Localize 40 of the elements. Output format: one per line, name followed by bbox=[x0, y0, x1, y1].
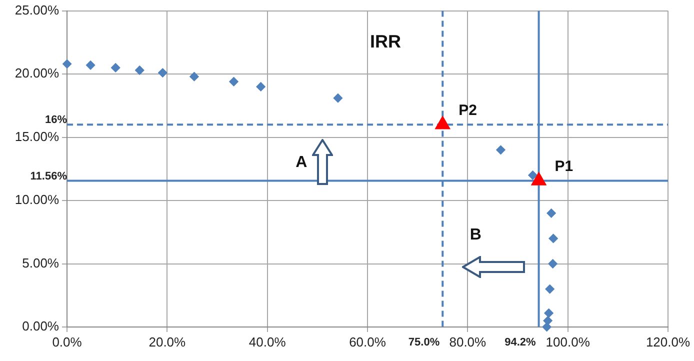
x-tick-label: 60.0% bbox=[349, 334, 386, 350]
point bbox=[528, 170, 538, 180]
point bbox=[135, 66, 144, 75]
annotation: P2 bbox=[458, 102, 477, 119]
point bbox=[86, 60, 96, 70]
point bbox=[542, 322, 552, 332]
ref-line-label: 94.2% bbox=[504, 336, 536, 349]
x-tick-label: 40.0% bbox=[248, 334, 286, 350]
annotation: IRR bbox=[370, 31, 402, 52]
y-tick-label: 0.00% bbox=[22, 318, 60, 334]
y-tick-label: 20.00% bbox=[14, 66, 60, 81]
annotation: P1 bbox=[554, 158, 574, 175]
x-tick-label: 80.0% bbox=[449, 334, 487, 350]
point bbox=[62, 59, 72, 68]
x-tick-label: 0.0% bbox=[52, 334, 82, 350]
ref-line-label: 11.56% bbox=[30, 170, 68, 182]
point bbox=[546, 208, 556, 218]
ref-line-label: 75.0% bbox=[408, 336, 440, 349]
point bbox=[229, 77, 238, 86]
point bbox=[548, 234, 558, 243]
point bbox=[190, 72, 199, 82]
point bbox=[543, 316, 552, 326]
point bbox=[496, 145, 506, 154]
x-tick-label: 120.0% bbox=[646, 334, 690, 350]
point bbox=[544, 308, 554, 318]
ref-line-label: 16% bbox=[44, 114, 68, 126]
x-tick-label: 20.0% bbox=[148, 334, 186, 350]
annotation: A bbox=[296, 154, 308, 171]
y-tick-label: 15.00% bbox=[14, 128, 60, 144]
y-tick-label: 5.00% bbox=[22, 255, 60, 270]
point bbox=[545, 284, 554, 294]
point bbox=[256, 82, 266, 92]
point bbox=[111, 63, 120, 72]
point bbox=[333, 94, 342, 103]
x-tick-label: 100.0% bbox=[546, 334, 590, 350]
point bbox=[158, 68, 168, 78]
y-tick-label: 25.00% bbox=[14, 2, 60, 18]
point bbox=[548, 259, 558, 268]
annotation: B bbox=[470, 226, 482, 244]
y-tick-label: 10.00% bbox=[14, 192, 60, 208]
